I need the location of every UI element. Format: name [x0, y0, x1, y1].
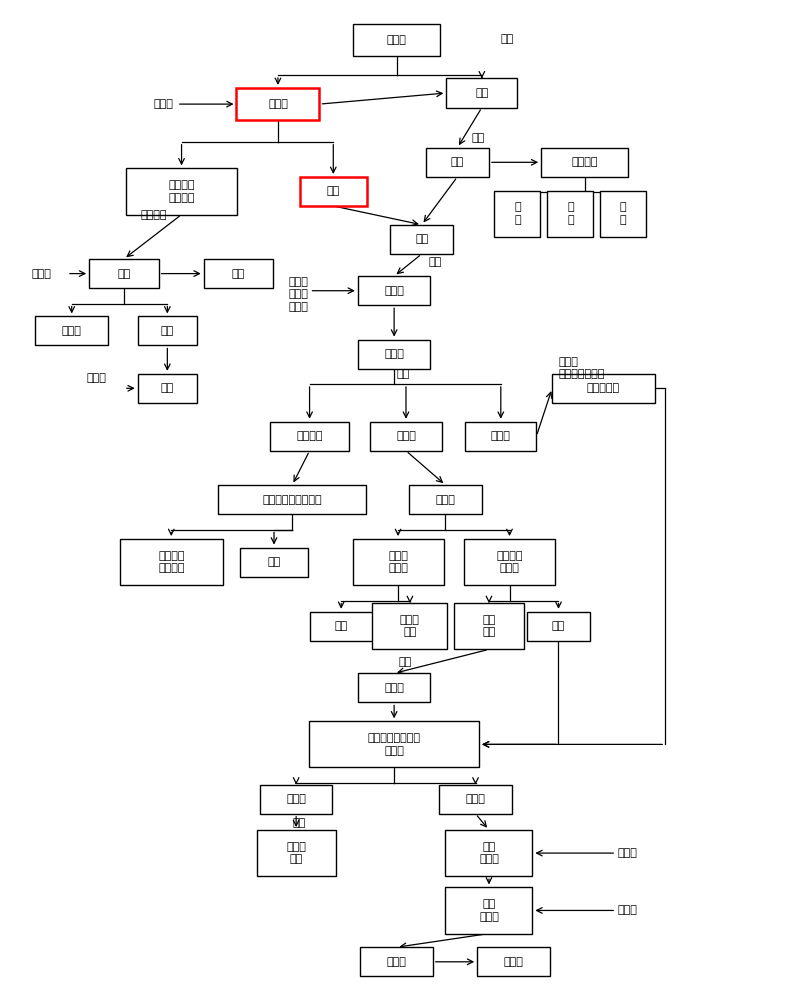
Bar: [409, 485, 482, 514]
Text: 沉淀剂: 沉淀剂: [154, 99, 174, 109]
Text: 尾矿泥: 尾矿泥: [286, 794, 306, 804]
Text: 硫酸和
植物矿水化合物: 硫酸和 植物矿水化合物: [558, 357, 605, 379]
Text: 铁锰精矿
沉淀池: 铁锰精矿 沉淀池: [496, 551, 523, 573]
Text: 氨气: 氨气: [161, 326, 174, 336]
Bar: [204, 259, 274, 288]
Bar: [373, 603, 447, 649]
Text: 铁锰
沉淀: 铁锰 沉淀: [482, 615, 496, 637]
Bar: [446, 887, 532, 934]
Text: 浮选: 浮选: [396, 369, 410, 379]
Text: 蒸发器: 蒸发器: [504, 957, 523, 967]
Text: 石灰乳: 石灰乳: [32, 269, 52, 279]
Bar: [353, 539, 443, 585]
Text: 浆渣: 浆渣: [416, 234, 428, 244]
Bar: [360, 947, 433, 976]
Bar: [300, 177, 367, 206]
Text: 滤液: 滤液: [327, 186, 340, 196]
Text: 水解混合物: 水解混合物: [587, 383, 620, 393]
Bar: [465, 422, 536, 451]
Text: 水洗液: 水洗液: [268, 99, 288, 109]
Bar: [138, 374, 197, 403]
Text: 磁选机: 磁选机: [435, 495, 455, 505]
Text: 冶炼: 冶炼: [398, 657, 412, 667]
Text: 氢氧化锰
或碳酸锰: 氢氧化锰 或碳酸锰: [168, 180, 195, 203]
Bar: [446, 830, 532, 876]
Bar: [454, 603, 523, 649]
Text: 浸出渣: 浸出渣: [386, 35, 407, 45]
Bar: [527, 612, 590, 641]
Text: 硫化
沉淀池: 硫化 沉淀池: [479, 842, 499, 864]
Text: 硫酸钙: 硫酸钙: [62, 326, 82, 336]
Text: 沉淀: 沉淀: [117, 269, 131, 279]
Text: 分散剂
抑制剂
捕收剂: 分散剂 抑制剂 捕收剂: [288, 277, 308, 312]
Text: 碳化剂: 碳化剂: [618, 905, 638, 915]
Bar: [260, 785, 332, 814]
Bar: [358, 340, 431, 369]
Text: 粗砂粒: 粗砂粒: [396, 431, 416, 441]
Bar: [446, 78, 517, 108]
Text: 水
泥: 水 泥: [514, 202, 521, 225]
Text: 硫钴镍铜
精矿沉淀: 硫钴镍铜 精矿沉淀: [158, 551, 185, 573]
Text: 尾矿泥浆过滤沉淀
发酵池: 尾矿泥浆过滤沉淀 发酵池: [368, 733, 420, 756]
Bar: [477, 947, 550, 976]
Bar: [552, 374, 655, 403]
Text: 氨水: 氨水: [161, 383, 174, 393]
Bar: [36, 316, 108, 345]
Bar: [600, 191, 646, 237]
Bar: [541, 148, 628, 177]
Text: 碳化
沉淀池: 碳化 沉淀池: [479, 899, 499, 922]
Bar: [309, 721, 479, 767]
Text: 滤液: 滤液: [335, 621, 348, 631]
Text: 浮选: 浮选: [472, 133, 485, 143]
Bar: [439, 785, 511, 814]
Text: 吸收液: 吸收液: [86, 373, 106, 383]
Bar: [353, 24, 440, 56]
Bar: [309, 612, 373, 641]
Text: 二水石膏: 二水石膏: [571, 157, 598, 167]
Bar: [218, 485, 366, 514]
Text: 细砂粒: 细砂粒: [491, 431, 511, 441]
Text: 硫钴镍铜精矿沉淀池: 硫钴镍铜精矿沉淀池: [262, 495, 322, 505]
Bar: [495, 191, 540, 237]
Bar: [270, 422, 349, 451]
Text: 滤液: 滤液: [232, 269, 245, 279]
Text: 锰渣: 锰渣: [475, 88, 488, 98]
Bar: [547, 191, 593, 237]
Text: 清水: 清水: [501, 34, 514, 44]
Text: 发酵: 发酵: [292, 818, 305, 828]
Bar: [390, 225, 454, 254]
Text: 砂浆泵: 砂浆泵: [384, 349, 404, 359]
Text: 硫
酸: 硫 酸: [620, 202, 626, 225]
Bar: [464, 539, 555, 585]
Bar: [138, 316, 197, 345]
Text: 上浮泡沫: 上浮泡沫: [297, 431, 323, 441]
Bar: [240, 548, 308, 577]
Text: 复合肥
基料: 复合肥 基料: [286, 842, 306, 864]
Bar: [89, 259, 159, 288]
Text: 富锰矿: 富锰矿: [384, 683, 404, 693]
Bar: [236, 88, 320, 120]
Text: 锰渣: 锰渣: [450, 157, 464, 167]
Bar: [358, 276, 431, 305]
Bar: [257, 830, 335, 876]
Bar: [358, 673, 431, 702]
Bar: [370, 422, 442, 451]
Text: 调浆: 调浆: [428, 257, 442, 267]
Text: 硫酸铵: 硫酸铵: [386, 957, 407, 967]
Text: 搅拌池: 搅拌池: [384, 286, 404, 296]
Bar: [426, 148, 489, 177]
Text: 渗出水: 渗出水: [465, 794, 485, 804]
Text: 石英砂
沉淀池: 石英砂 沉淀池: [388, 551, 408, 573]
Text: 硫化剂: 硫化剂: [618, 848, 638, 858]
Text: 滤液: 滤液: [552, 621, 565, 631]
Bar: [126, 168, 237, 215]
Text: 石英砂
沉淀: 石英砂 沉淀: [400, 615, 419, 637]
Text: 氨
水: 氨 水: [567, 202, 573, 225]
Text: 滤液: 滤液: [267, 557, 281, 567]
Text: 固液分离: 固液分离: [141, 210, 167, 220]
Bar: [120, 539, 223, 585]
